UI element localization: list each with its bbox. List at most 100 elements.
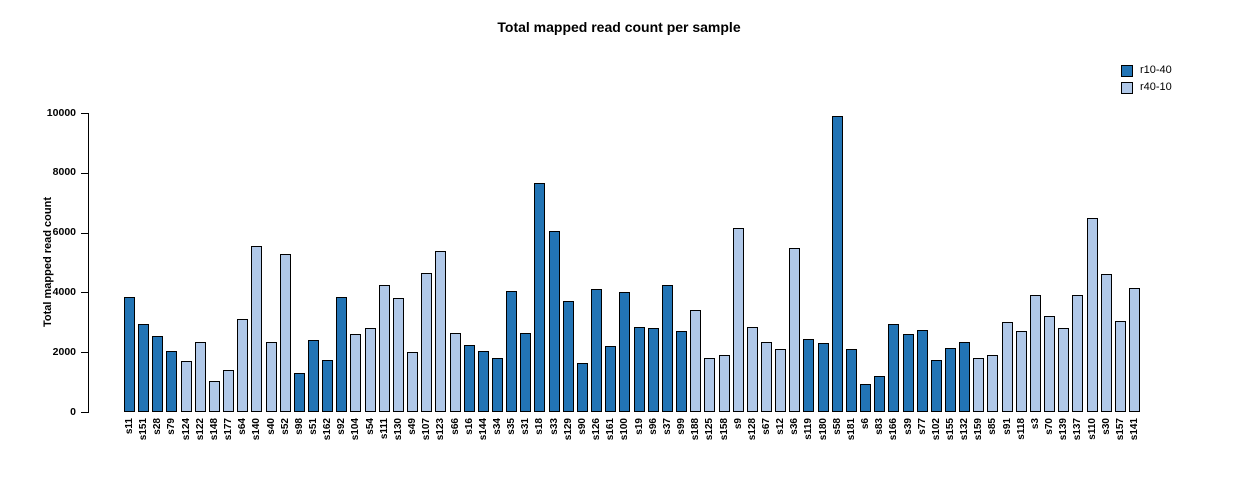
x-tick-label: s36 [789,418,800,435]
bar-s18 [534,183,545,412]
x-tick-label: s18 [534,418,545,435]
bar-s166 [888,324,899,412]
bar-s64 [237,319,248,412]
y-axis-tick [81,412,88,413]
bar-s128 [747,327,758,412]
x-tick-label: s16 [464,418,475,435]
bar-s148 [209,381,220,412]
x-tick-label: s158 [719,418,730,441]
x-tick-label: s132 [959,418,970,441]
bar-s125 [704,358,715,412]
bar-s144 [478,351,489,412]
x-tick-label: s33 [549,418,560,435]
bar-s85 [987,355,998,412]
x-tick-label: s180 [818,418,829,441]
bar-s3 [1030,295,1041,412]
x-tick-label: s126 [591,418,602,441]
x-tick-label: s161 [605,418,616,441]
bar-s132 [959,342,970,412]
x-tick-label: s90 [577,418,588,435]
y-axis-tick [81,292,88,294]
x-tick-label: s66 [450,418,461,435]
x-tick-label: s155 [945,418,956,441]
bar-s157 [1115,321,1126,412]
bar-s141 [1129,288,1140,412]
x-tick-label: s77 [917,418,928,435]
bar-s83 [874,376,885,412]
legend-item: r40-10 [1121,81,1172,94]
bar-s39 [903,334,914,412]
bar-s9 [733,228,744,412]
x-tick-label: s96 [648,418,659,435]
bar-s37 [662,285,673,412]
x-tick-label: s9 [733,418,744,430]
bar-s52 [280,254,291,412]
x-tick-label: s30 [1101,418,1112,435]
x-tick-label: s137 [1072,418,1083,441]
chart-title: Total mapped read count per sample [497,19,741,35]
bar-s58 [832,116,843,412]
legend-swatch-icon [1121,64,1133,77]
bar-s158 [719,355,730,412]
x-tick-label: s11 [124,418,135,435]
bar-s70 [1044,316,1055,412]
bar-s155 [945,348,956,412]
bar-s110 [1087,218,1098,412]
bar-s31 [520,333,531,412]
x-tick-label: s107 [421,418,432,441]
bar-s151 [138,324,149,412]
bar-s35 [506,291,517,412]
x-tick-label: s83 [874,418,885,435]
x-tick-label: s79 [166,418,177,435]
x-tick-label: s159 [973,418,984,441]
x-tick-label: s119 [803,418,814,440]
bar-s66 [450,333,461,412]
x-tick-label: s140 [251,418,262,441]
x-tick-label: s3 [1030,418,1041,430]
x-tick-label: s31 [520,418,531,435]
bar-s33 [549,231,560,412]
bar-s77 [917,330,928,412]
x-tick-label: s148 [209,418,220,441]
x-tick-label: s49 [407,418,418,435]
x-tick-label: s125 [704,418,715,441]
x-tick-label: s104 [350,418,361,441]
x-tick-label: s118 [1016,418,1027,440]
legend-label: r40-10 [1140,81,1172,93]
bar-s188 [690,310,701,412]
x-tick-label: s51 [308,418,319,435]
x-tick-label: s100 [619,418,630,441]
y-axis-tick-label: 4000 [52,285,76,298]
legend-item: r10-40 [1121,64,1172,77]
bar-s180 [818,343,829,412]
x-tick-label: s123 [435,418,446,441]
y-axis-tick-label: 2000 [52,345,76,358]
legend-label: r10-40 [1140,64,1172,76]
bar-s137 [1072,295,1083,412]
bar-s118 [1016,331,1027,412]
x-tick-label: s35 [506,418,517,435]
y-axis-tick [81,352,88,354]
bar-s122 [195,342,206,412]
x-tick-label: s99 [676,418,687,435]
bar-s102 [931,360,942,412]
x-tick-label: s151 [138,418,149,441]
bar-s92 [336,297,347,412]
x-tick-label: s58 [832,418,843,435]
bar-s91 [1002,322,1013,412]
x-tick-label: s122 [195,418,206,441]
bar-s49 [407,352,418,412]
x-tick-label: s98 [294,418,305,435]
y-axis-tick-label: 6000 [52,226,76,239]
y-axis-line [88,113,89,413]
bar-s140 [251,246,262,412]
x-tick-label: s166 [888,418,899,441]
bar-s98 [294,373,305,412]
y-axis-tick [81,172,88,174]
bar-s67 [761,342,772,412]
bar-s36 [789,248,800,412]
x-tick-label: s129 [563,418,574,441]
x-tick-label: s130 [393,418,404,441]
bar-s124 [181,361,192,412]
